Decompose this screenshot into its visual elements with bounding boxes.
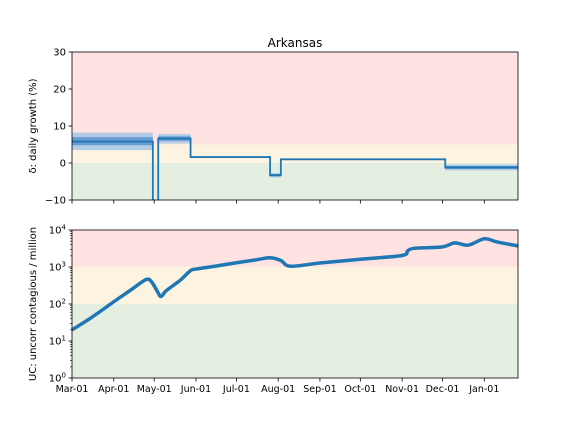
uc-xtick-label: Sep-01 (303, 384, 336, 395)
uc-xtick-label: Jul-01 (222, 384, 250, 395)
uc-xtick-label: May-01 (137, 384, 172, 395)
uc-xtick-label: Nov-01 (385, 384, 419, 395)
growth-line (72, 137, 518, 200)
growth-ylabel: δ: daily growth (%) (28, 78, 39, 173)
growth-zone-1 (72, 144, 518, 163)
growth-ytick-label: −10 (45, 196, 66, 207)
uc-ylabel: UC: uncorr contagious / million (28, 227, 39, 381)
growth-zone-0 (72, 52, 518, 145)
uc-xtick-label: Jun-01 (180, 384, 211, 395)
figure-title: Arkansas (268, 36, 323, 50)
uc-ytick-label: 104 (49, 224, 67, 237)
uc-ytick-label: 103 (49, 261, 66, 274)
uc-ytick-label: 102 (49, 298, 66, 311)
uc-xtick-label: Aug-01 (261, 384, 295, 395)
growth-ytick-label: 0 (60, 159, 66, 170)
growth-zone-2 (72, 163, 518, 200)
growth-ytick-label: 10 (53, 122, 66, 133)
uc-xtick-label: Oct-01 (344, 384, 376, 395)
uc-line (71, 236, 519, 332)
growth-ytick-label: 20 (53, 85, 66, 96)
uc-xtick-label: Jan-01 (468, 384, 499, 395)
contagious-chart: 100 101 102 103 104 Mar-01 Apr-01 May-01 Jun-01 J… (28, 224, 519, 395)
uc-ytick-label: 100 (49, 372, 66, 385)
uc-xtick-label: Apr-01 (98, 384, 129, 395)
uc-zone-2 (72, 304, 518, 378)
uc-zone-0 (72, 230, 518, 267)
uc-xtick-label: Mar-01 (56, 384, 89, 395)
uc-zone-1 (72, 267, 518, 304)
uc-xtick-label: Dec-01 (426, 384, 460, 395)
growth-ytick-label: 30 (53, 48, 66, 59)
growth-chart: −10 0 10 20 30 δ: daily growth (%) (28, 48, 519, 207)
uc-ytick-label: 101 (49, 335, 66, 348)
